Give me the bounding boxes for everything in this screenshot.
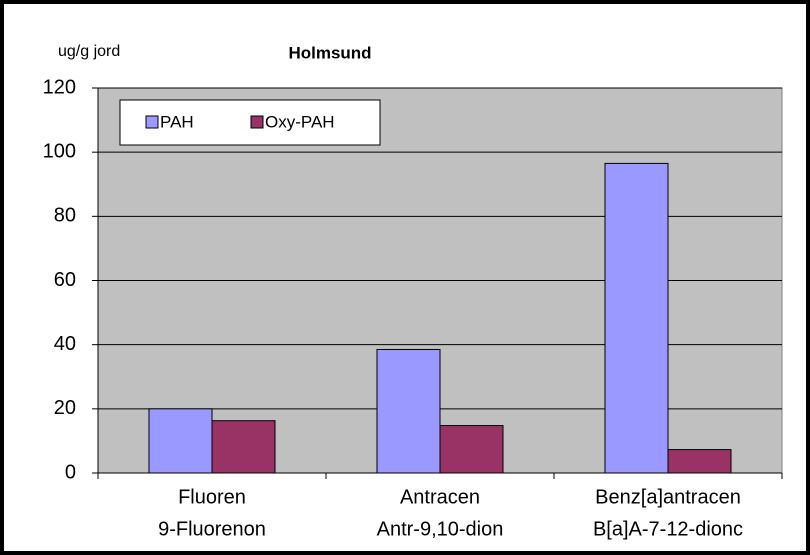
bar [667,449,732,474]
chart-title: Holmsund [288,43,371,62]
bar [439,425,504,474]
y-tick-label: 60 [54,269,76,291]
legend-label: PAH [160,112,194,131]
y-tick-label: 40 [54,333,76,355]
bar [211,420,276,474]
x-tick-label: Antr-9,10-dion [377,518,504,540]
x-tick-label: Antracen [400,486,480,508]
x-tick-label: Benz[a]antracen [595,486,741,508]
bar [376,348,441,474]
bar [604,162,669,474]
legend-swatch [145,115,159,129]
legend-box [119,99,381,146]
y-tick-label: 80 [54,205,76,227]
legend-swatch [250,115,264,129]
bar [148,408,213,474]
y-axis-label: ug/g jord [58,43,120,60]
y-tick-label: 20 [54,397,76,419]
y-tick-label: 0 [65,461,76,483]
y-tick-label: 100 [43,140,76,162]
x-tick-label: B[a]A-7-12-dionc [593,518,743,540]
x-tick-label: 9-Fluorenon [158,518,266,540]
legend-label: Oxy-PAH [265,112,335,131]
x-tick-label: Fluoren [178,486,246,508]
y-tick-label: 120 [43,76,76,98]
